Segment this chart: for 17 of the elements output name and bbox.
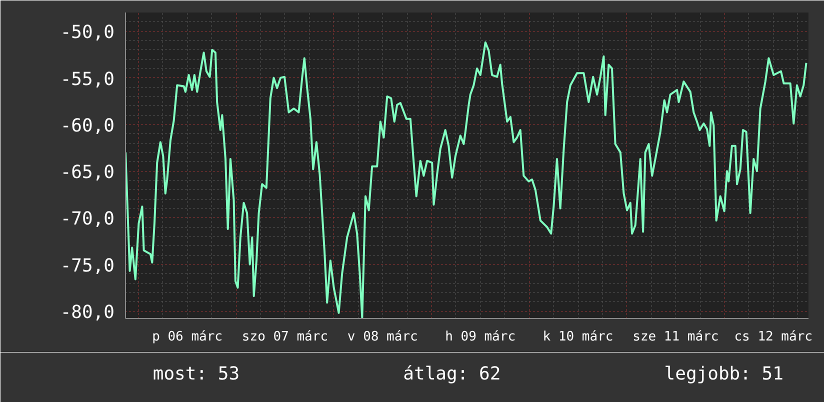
y-tick-label: -65,0 bbox=[60, 162, 115, 184]
y-tick-label: -55,0 bbox=[60, 68, 115, 90]
x-tick-label: h 09 márc bbox=[445, 330, 516, 344]
x-tick-label: szo 07 márc bbox=[242, 330, 328, 344]
y-tick-label: -60,0 bbox=[60, 115, 115, 136]
y-tick-label: -70,0 bbox=[60, 208, 115, 230]
x-tick-label: k 10 márc bbox=[542, 330, 614, 344]
x-tick-label: p 06 márc bbox=[152, 330, 223, 344]
x-tick-label: cs 12 márc bbox=[734, 330, 813, 344]
text: most: 53 bbox=[152, 364, 240, 384]
y-tick-label: -75,0 bbox=[60, 255, 115, 276]
y-tick-label: -50,0 bbox=[60, 22, 115, 44]
x-tick-label: sze 11 márc bbox=[632, 330, 719, 344]
x-tick-label: v 08 márc bbox=[347, 330, 418, 344]
text: átlag: 62 bbox=[403, 364, 501, 384]
text: legjobb: 51 bbox=[664, 364, 784, 384]
y-tick-label: -80,0 bbox=[60, 302, 115, 324]
